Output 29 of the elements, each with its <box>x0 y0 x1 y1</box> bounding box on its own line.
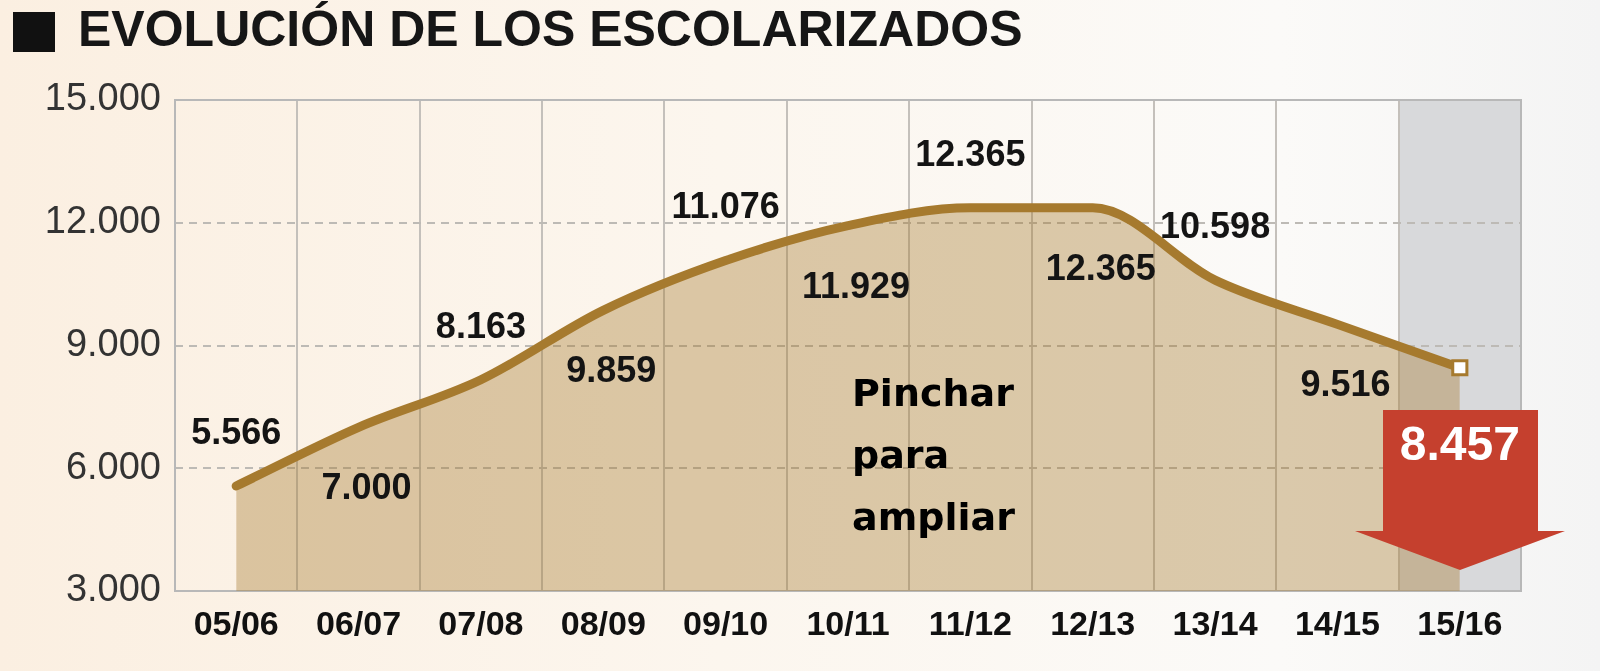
x-tick-label: 11/12 <box>928 603 1012 642</box>
chart-title: EVOLUCIÓN DE LOS ESCOLARIZADOS <box>78 1 1023 57</box>
data-label: 12.365 <box>915 132 1026 174</box>
data-label: 8.457 <box>1398 416 1521 470</box>
x-tick-label: 12/13 <box>1050 603 1136 642</box>
data-label: 12.365 <box>1045 246 1156 288</box>
x-tick-label: 15/16 <box>1417 603 1503 642</box>
data-label: 10.598 <box>1160 205 1271 247</box>
x-tick-label: 08/09 <box>560 603 646 642</box>
x-tick-label: 13/14 <box>1172 603 1258 642</box>
x-tick-label: 09/10 <box>683 603 769 642</box>
y-tick-label: 15.000 <box>44 76 161 119</box>
data-label: 9.859 <box>566 349 657 391</box>
x-tick-label: 05/06 <box>193 603 279 642</box>
data-label: 7.000 <box>321 466 412 508</box>
y-tick-label: 12.000 <box>44 199 161 242</box>
data-label: 5.566 <box>191 410 282 452</box>
data-label: 9.516 <box>1300 363 1391 405</box>
y-tick-label: 6.000 <box>65 444 161 487</box>
x-tick-label: 14/15 <box>1294 603 1380 642</box>
annotation: Pinchar para ampliar <box>852 370 1015 541</box>
x-tick-label: 10/11 <box>806 603 890 642</box>
x-tick-label: 07/08 <box>438 603 524 642</box>
y-tick-label: 3.000 <box>65 567 161 610</box>
data-label: 11.076 <box>671 185 780 227</box>
x-tick-label: 06/07 <box>316 603 402 642</box>
y-tick-label: 9.000 <box>65 321 161 364</box>
data-label: 8.163 <box>435 304 526 346</box>
data-label: 11.929 <box>801 264 911 306</box>
